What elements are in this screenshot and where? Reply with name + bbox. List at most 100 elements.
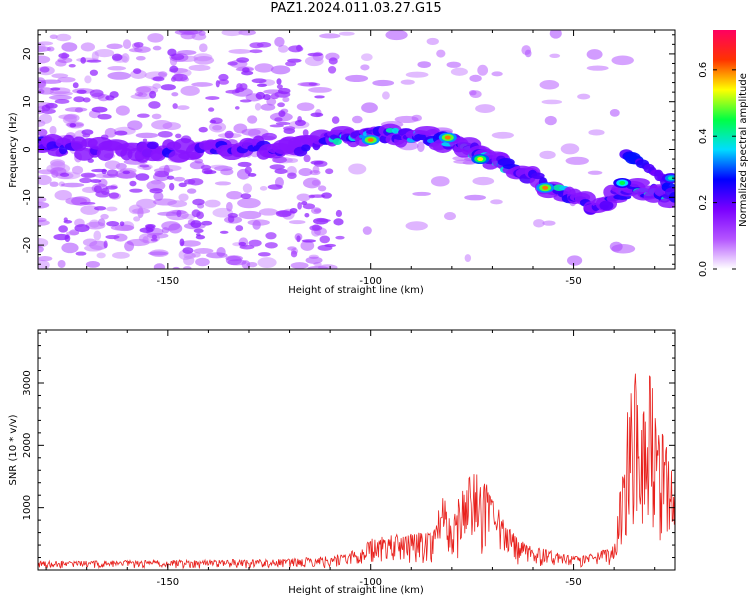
colorbar-tick-label: 0.2 [698, 195, 709, 211]
spectrogram-blob [277, 102, 285, 108]
spectrogram-blob [490, 199, 503, 205]
spectrogram-blob [193, 247, 214, 254]
spectrogram-blob [133, 41, 144, 48]
spectrogram-blob [274, 36, 285, 47]
spectrogram-blob [208, 107, 215, 112]
spectrogram-blob [180, 85, 200, 96]
spectrogram-blob [469, 90, 482, 99]
spectrogram-blob [308, 194, 315, 199]
spectrogram-blob [209, 119, 217, 124]
spectrogram-blob [436, 49, 446, 58]
spectrogram-blob [549, 30, 562, 39]
x-tick-label: -100 [359, 577, 382, 588]
spectrogram-blob [311, 224, 321, 231]
spectrogram-blob [228, 49, 252, 54]
spectrogram-blob [167, 200, 188, 208]
spectrogram-blob [135, 132, 159, 139]
spectrogram-blob [475, 104, 496, 113]
spectrogram-blob [101, 168, 107, 175]
spectrogram-blob [278, 110, 286, 118]
spectrogram-blob [247, 219, 270, 226]
spectrogram-blob [235, 225, 244, 232]
spectrogram-blob [234, 106, 240, 110]
spectrogram-blob [544, 115, 557, 126]
spectrogram-blob [296, 193, 311, 202]
y-tick-label: -20 [22, 237, 33, 253]
y-tick-label: 1000 [22, 495, 33, 520]
spectrogram-blob [96, 252, 106, 259]
spectrogram-blob [539, 150, 556, 160]
spectrogram-blob [319, 33, 341, 39]
spectrogram-blob [382, 91, 390, 100]
spectrogram-blob [296, 102, 315, 112]
spectrogram-blob [307, 52, 323, 57]
spectrogram-blob [153, 191, 164, 201]
spectrogram-blob [297, 201, 302, 210]
spectrogram-blob [203, 170, 217, 175]
spectrogram-blob [79, 177, 92, 184]
spectrogram-blob [180, 240, 201, 247]
spectrogram-blob [79, 201, 96, 205]
spectrogram-blob [49, 181, 59, 187]
spectrogram-blob [193, 55, 215, 65]
spectrogram-blob [588, 129, 605, 136]
spectrogram-blob [176, 105, 190, 110]
spectrogram-blob [40, 79, 62, 84]
spectrogram-blob [269, 164, 285, 170]
spectrogram-blob [136, 113, 150, 118]
spectrogram-blob [149, 90, 157, 99]
spectrogram-blob [472, 176, 495, 186]
spectrogram-blob [205, 96, 220, 100]
spectrogram-blob [58, 114, 78, 120]
spectrogram-blob [194, 158, 204, 164]
spectrogram-blob [122, 170, 131, 175]
spectrogram-blob [139, 227, 154, 233]
spectrogram-blob [127, 120, 143, 131]
spectrogram-blob [426, 37, 439, 45]
spectrogram-blob [567, 255, 583, 266]
spectrogram-blob [533, 219, 545, 228]
spectrogram-blob [112, 251, 130, 259]
spectrogram-blob [288, 45, 304, 53]
spectrogram-blob [76, 89, 87, 94]
spectrogram-blob [103, 240, 108, 249]
spectrogram-blob [444, 212, 456, 221]
spectrogram-blob [394, 115, 419, 124]
spectrogram-blob [129, 180, 137, 187]
spectrogram-blob [107, 66, 127, 71]
spectrogram-blob [298, 168, 313, 177]
spectrogram-blob [255, 91, 266, 100]
spectrogram-blob [240, 193, 252, 200]
spectrogram-blob [275, 121, 291, 126]
spectrogram-blob [276, 78, 282, 85]
spectrogram-blob [565, 156, 589, 165]
spectrogram-blob [338, 31, 355, 36]
spectrogram-blob [160, 84, 176, 91]
spectrogram-blob [54, 190, 72, 201]
spectrogram-blob [287, 246, 297, 251]
spectrogram-blob [372, 79, 395, 87]
spectrogram-blob [74, 224, 90, 233]
spectrogram-blob [39, 66, 50, 73]
spectrogram-blob [146, 141, 159, 150]
spectrogram-blob [148, 101, 161, 109]
spectrogram-blob [239, 244, 255, 250]
spectrogram-blob [335, 209, 343, 218]
spectrogram-blob [277, 87, 291, 95]
spectrogram-blob [69, 123, 77, 128]
spectrogram-blob [58, 52, 70, 59]
spectrogram-blob [270, 93, 280, 100]
spectrogram-blob [361, 53, 373, 61]
spectrogram-blob [178, 182, 187, 188]
spectrogram-blob [400, 79, 415, 85]
spectrogram-blob [38, 217, 47, 223]
spectrogram-blob [72, 82, 79, 89]
spectrogram-blob [405, 71, 429, 78]
colorbar-label: Normalized spectral amplitude [738, 73, 749, 227]
spectrogram-blob [154, 170, 170, 178]
spectrogram-blob [122, 39, 132, 50]
spectrogram-blob [84, 75, 92, 84]
spectrogram-blob [586, 49, 603, 60]
spectrogram-blob [38, 174, 52, 186]
spectrogram-blob [100, 213, 109, 220]
